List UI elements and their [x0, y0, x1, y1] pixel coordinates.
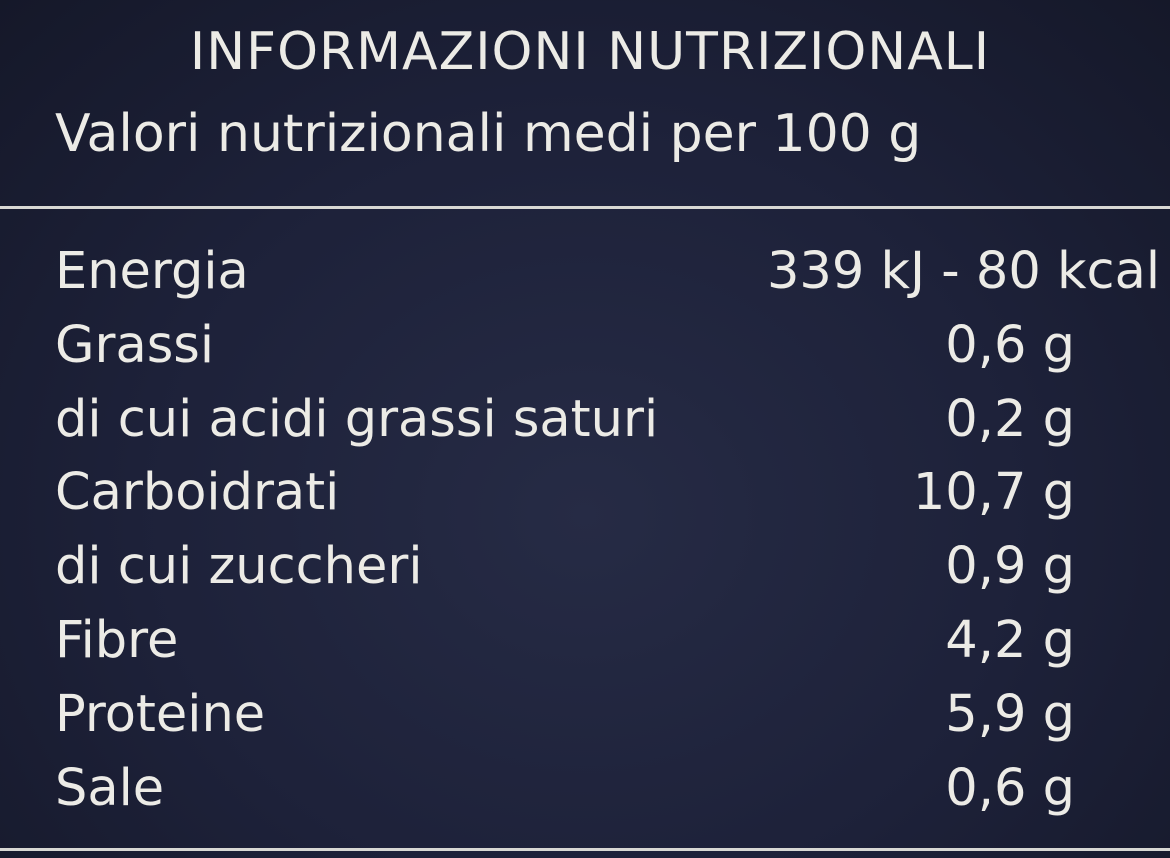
row-value: 0,6 g — [945, 759, 1075, 818]
nutrition-row-zuccheri: di cui zuccheri 0,9 g — [55, 537, 1075, 607]
table-subtitle: Valori nutrizionali medi per 100 g — [55, 104, 922, 164]
row-value: 10,7 g — [912, 463, 1075, 522]
row-value: 5,9 g — [945, 685, 1075, 744]
nutrition-row-proteine: Proteine 5,9 g — [55, 685, 1075, 755]
row-value: 4,2 g — [945, 611, 1075, 670]
nutrition-row-sale: Sale 0,6 g — [55, 759, 1075, 829]
row-label: Grassi — [55, 316, 215, 375]
row-label: di cui zuccheri — [55, 537, 423, 596]
nutrition-row-saturi: di cui acidi grassi saturi 0,2 g — [55, 390, 1075, 460]
row-label: Carboidrati — [55, 463, 340, 522]
row-label: Sale — [55, 759, 165, 818]
row-value: 0,2 g — [945, 390, 1075, 449]
nutrition-row-fibre: Fibre 4,2 g — [55, 611, 1075, 681]
row-label: Energia — [55, 242, 249, 301]
nutrition-row-carboidrati: Carboidrati 10,7 g — [55, 463, 1075, 533]
table-title: INFORMAZIONI NUTRIZIONALI — [189, 22, 991, 82]
row-value: 0,6 g — [945, 316, 1075, 375]
row-value: 0,9 g — [945, 537, 1075, 596]
nutrition-row-energia: Energia 339 kJ - 80 kcal — [55, 242, 1160, 312]
row-label: di cui acidi grassi saturi — [55, 390, 659, 449]
row-label: Proteine — [55, 685, 266, 744]
row-value: 339 kJ - 80 kcal — [766, 242, 1160, 301]
nutrition-row-grassi: Grassi 0,6 g — [55, 316, 1075, 386]
row-label: Fibre — [55, 611, 179, 670]
divider-top — [0, 206, 1170, 209]
divider-bottom — [0, 848, 1170, 851]
